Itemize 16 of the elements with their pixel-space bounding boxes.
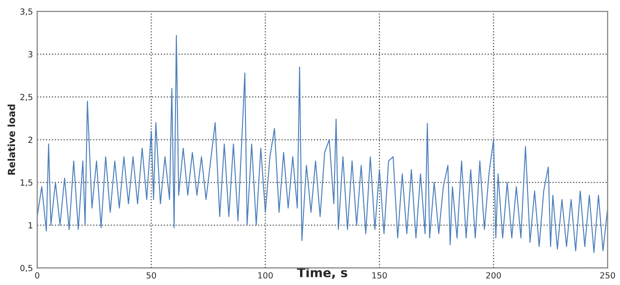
x-tick-label: 100 [258, 272, 273, 279]
x-tick-label: 0 [35, 272, 40, 279]
y-axis-title: Relative load [8, 104, 16, 175]
y-tick-label: 3 [28, 51, 32, 58]
y-tick-label: 0,5 [20, 264, 32, 272]
y-tick-label: 2 [28, 136, 32, 143]
x-tick-label: 200 [486, 272, 501, 279]
x-tick-label: 50 [146, 272, 156, 279]
x-tick-label: 150 [372, 272, 387, 279]
y-tick-label: 1,5 [20, 179, 32, 187]
y-tick-label: 3,5 [20, 8, 32, 16]
x-axis-title: Time, s [297, 268, 348, 279]
y-tick-label: 2,5 [20, 94, 32, 102]
x-tick-label: 250 [600, 272, 615, 279]
line-series [37, 34, 608, 253]
y-tick-label: 1 [28, 222, 32, 228]
